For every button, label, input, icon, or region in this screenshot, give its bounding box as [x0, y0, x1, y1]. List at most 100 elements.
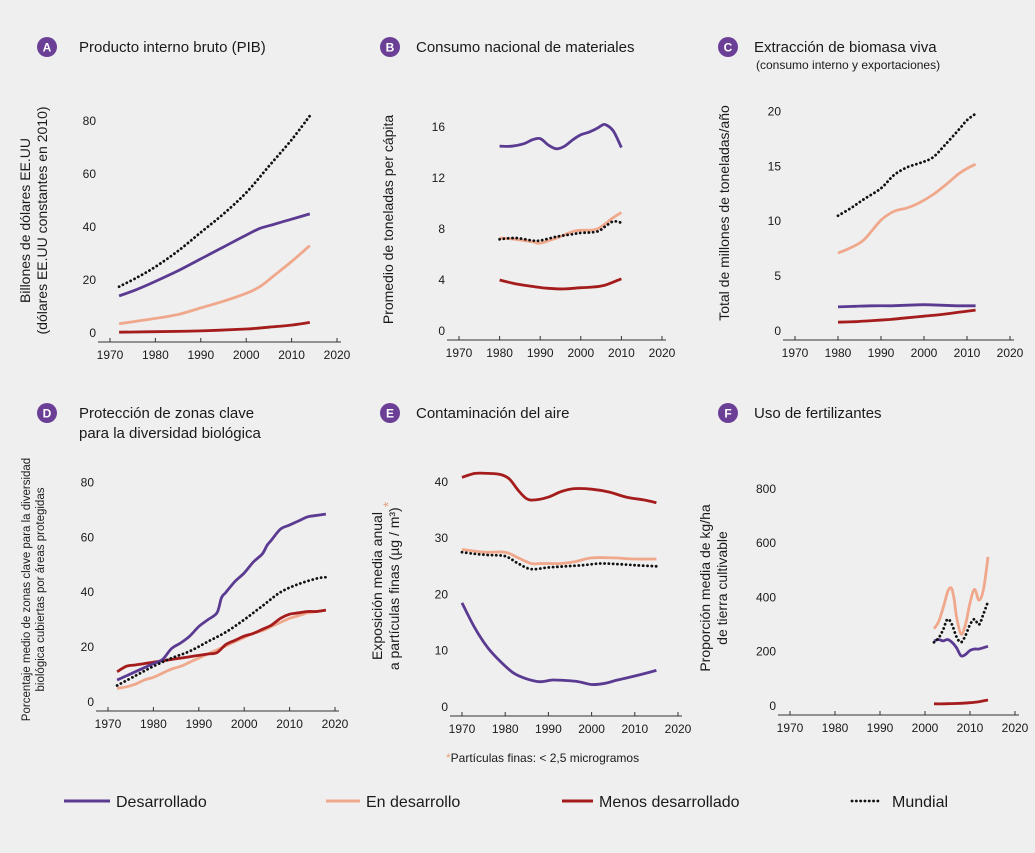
series-line-desarrollado [118, 212, 311, 298]
y-tick-label: 30 [435, 531, 449, 545]
y-tick-label: 80 [83, 114, 97, 128]
panel-badge [37, 403, 57, 423]
x-tick-label: 1970 [449, 722, 476, 736]
y-axis-label: Total de millones de toneladas/año [716, 105, 732, 321]
y-tick-label: 8 [438, 222, 445, 236]
panel-badge [718, 37, 738, 57]
series-line-mundial [498, 219, 623, 243]
series-line-en-desarrollo [837, 162, 977, 255]
y-axis-label-line2: (dólares EE.UU constantes en 2010) [34, 106, 50, 334]
x-tick-label: 1990 [185, 717, 212, 731]
y-tick-label: 10 [435, 644, 449, 658]
y-axis-label-line2-text: de tierra cultivable [714, 531, 730, 645]
y-tick-label: 0 [89, 326, 96, 340]
y-tick-label: 20 [81, 640, 95, 654]
x-tick-label: 1970 [97, 348, 124, 362]
y-tick-label: 60 [81, 530, 95, 544]
y-tick-label: 40 [435, 475, 449, 489]
x-tick-label: 2020 [997, 346, 1024, 360]
x-tick-label: 1980 [822, 721, 849, 735]
x-tick-label: 2010 [278, 348, 305, 362]
y-axis-label-line2: de tierra cultivable [714, 531, 730, 645]
x-tick-label: 2020 [1002, 721, 1029, 735]
panel-badge-letter: B [386, 41, 395, 55]
panel-title: Producto interno bruto (PIB) [79, 39, 266, 56]
series-line-en-desarrollo [461, 548, 657, 566]
y-tick-label: 200 [756, 645, 776, 659]
y-tick-label: 40 [81, 585, 95, 599]
x-tick-label: 2020 [665, 722, 692, 736]
panel-a: A Producto interno bruto (PIB) 1970 1980 199… [17, 37, 351, 362]
x-tick-label: 1990 [527, 346, 554, 360]
y-axis-label: Proporción media de kg/ha [697, 504, 713, 672]
series-line-mundial [117, 114, 312, 289]
x-tick-label: 1970 [777, 721, 804, 735]
series-line-en-desarrollo [932, 556, 990, 636]
x-tick-label: 1980 [492, 722, 519, 736]
y-tick-label: 5 [774, 269, 781, 283]
x-tick-label: 1990 [868, 346, 895, 360]
panel-title: Consumo nacional de materiales [416, 39, 634, 56]
footnote-star: * [446, 751, 451, 765]
series-line-menos-desarrollado [116, 608, 327, 674]
x-tick-label: 1980 [142, 348, 169, 362]
panel-title: Extracción de biomasa viva [754, 39, 937, 56]
y-tick-label: 20 [768, 104, 782, 118]
y-tick-label: 60 [83, 167, 97, 181]
panel-c: C Extracción de biomasa viva (consumo inte… [716, 37, 1024, 360]
series-line-menos-desarrollado [933, 698, 989, 706]
footnote-text: Partículas finas: < 2,5 microgramos [451, 751, 639, 765]
series-line-desarrollado [460, 602, 657, 686]
panel-b: B Consumo nacional de materiales 1970 1980 1… [380, 37, 676, 360]
y-axis-label-line2-text: biológica cubiertas por áreas protegidas [35, 487, 47, 691]
y-tick-label: 40 [83, 220, 97, 234]
y-tick-label: 600 [756, 536, 776, 550]
series-line-menos-desarrollado [837, 308, 976, 324]
series-line-en-desarrollo [499, 211, 623, 245]
x-tick-label: 1970 [95, 717, 122, 731]
y-tick-label: 0 [769, 699, 776, 713]
y-tick-label: 12 [432, 171, 446, 185]
x-tick-label: 1970 [782, 346, 809, 360]
legend-label-en-desarrollo: En desarrollo [366, 794, 460, 811]
y-axis-label-line2: biológica cubiertas por áreas protegidas [35, 487, 47, 691]
x-tick-label: 2020 [649, 346, 676, 360]
series-line-en-desarrollo [118, 244, 311, 326]
legend: Desarrollado En desarrollo Menos desarroll… [64, 794, 948, 811]
x-tick-label: 2020 [324, 348, 351, 362]
y-tick-label: 16 [432, 120, 446, 134]
x-tick-label: 2010 [276, 717, 303, 731]
y-axis-label: Exposición media anual [369, 512, 385, 660]
panel-badge-letter: C [724, 41, 733, 55]
panel-d: D Protección de zonas clave para la divers… [21, 403, 349, 731]
x-tick-label: 1980 [486, 346, 513, 360]
series-line-menos-desarrollado [499, 277, 622, 291]
panel-subtitle: (consumo interno y exportaciones) [756, 58, 940, 72]
panel-badge-letter: A [43, 41, 52, 55]
y-axis-label: Billones de dólares EE.UU [17, 138, 33, 303]
panel-badge [37, 37, 57, 57]
y-axis-label-line2: a partículas finas (µg / m³)* [380, 501, 402, 670]
y-tick-label: 0 [774, 324, 781, 338]
x-tick-label: 2000 [231, 717, 258, 731]
panel-badge [718, 403, 738, 423]
x-tick-label: 1990 [535, 722, 562, 736]
panel-badge-letter: E [386, 407, 394, 421]
panel-badge-letter: F [724, 407, 731, 421]
legend-label-mundial: Mundial [892, 794, 948, 811]
panel-title: Contaminación del aire [416, 405, 569, 422]
y-tick-label: 400 [756, 590, 776, 604]
y-tick-label: 15 [768, 159, 782, 173]
y-axis-label-star: * [380, 501, 396, 507]
panel-badge [380, 403, 400, 423]
panel-badge-letter: D [43, 407, 52, 421]
y-tick-label: 20 [83, 273, 97, 287]
panel-title-line2: para la diversidad biológica [79, 425, 261, 442]
x-tick-label: 1980 [825, 346, 852, 360]
series-line-mundial [115, 575, 328, 687]
x-tick-label: 2000 [578, 722, 605, 736]
x-tick-label: 1990 [867, 721, 894, 735]
